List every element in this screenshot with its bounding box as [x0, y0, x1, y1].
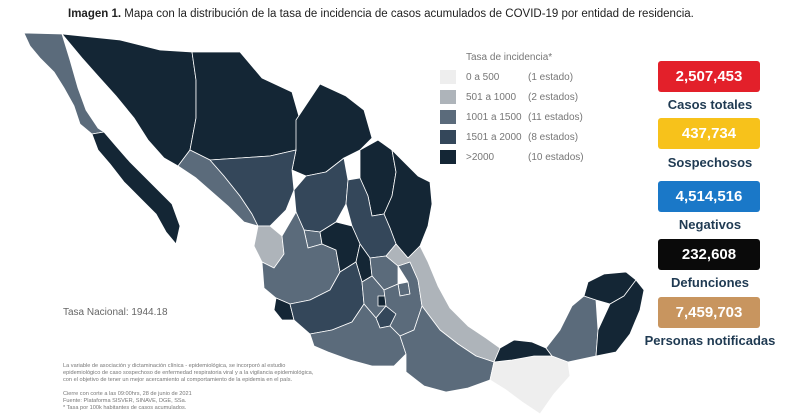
legend-count: (8 estados) — [528, 131, 579, 143]
legend-count: (1 estado) — [528, 71, 574, 83]
figure-title-label: Imagen 1. — [68, 8, 122, 20]
footnote-line: Cierre con corte a las 09:00hrs, 28 de j… — [63, 390, 192, 397]
stat-deaths-value: 232,608 — [658, 239, 760, 270]
footnote-line: La variable de asociación y dictaminació… — [63, 363, 286, 369]
footnote-line: Fuente: Plataforma SISVER, SINAVE, DGE, … — [63, 397, 187, 404]
state-baja-california-sur[interactable] — [91, 131, 181, 245]
footnotes: La variable de asociación y dictaminació… — [63, 363, 403, 412]
legend: Tasa de incidencia* 0 a 500 (1 estado) 50… — [440, 52, 584, 167]
state-durango[interactable] — [209, 149, 297, 227]
stat-deaths-label: Defunciones — [670, 275, 749, 290]
legend-swatch — [440, 70, 456, 84]
legend-range: 1001 a 1500 — [466, 111, 522, 123]
state-colima[interactable] — [273, 297, 295, 321]
legend-item: 1501 a 2000 (8 estados) — [440, 127, 584, 147]
stat-notified-value: 7,459,703 — [658, 297, 760, 328]
legend-title: Tasa de incidencia* — [466, 52, 553, 63]
legend-range: 501 a 1000 — [466, 91, 517, 103]
legend-item: >2000 (10 estados) — [440, 147, 584, 167]
footnote-line: epidemiológico de caso sospechoso de enf… — [63, 370, 314, 377]
figure-title: Imagen 1. Mapa con la distribución de la… — [68, 8, 694, 20]
legend-range: 1501 a 2000 — [466, 131, 522, 143]
legend-item: 501 a 1000 (2 estados) — [440, 87, 584, 107]
national-rate: Tasa Nacional: 1944.18 — [63, 307, 168, 318]
legend-range: >2000 — [466, 151, 495, 163]
stat-notified-label: Personas notificadas — [644, 333, 776, 348]
footnote-line: * Tasa por 100k habitantes de casos acum… — [63, 405, 187, 412]
legend-swatch — [440, 130, 456, 144]
legend-range: 0 a 500 — [466, 71, 500, 83]
stat-suspected-value: 437,734 — [658, 118, 760, 149]
figure-title-text: Mapa con la distribución de la tasa de i… — [121, 8, 694, 20]
state-campeche[interactable] — [545, 295, 599, 363]
legend-count: (2 estados) — [528, 91, 579, 103]
stat-negatives-value: 4,514,516 — [658, 181, 760, 212]
stat-suspected-label: Sospechosos — [667, 155, 753, 170]
stat-negatives-label: Negativos — [678, 217, 742, 232]
footnote-line: con el objetivo de tener un mejor acerca… — [63, 377, 293, 384]
stat-total-cases-value: 2,507,453 — [658, 61, 760, 92]
legend-count: (11 estados) — [528, 111, 583, 123]
state-quintana-roo[interactable] — [595, 279, 645, 357]
legend-swatch — [440, 150, 456, 164]
legend-item: 0 a 500 (1 estado) — [440, 67, 584, 87]
state-chihuahua[interactable] — [189, 51, 301, 161]
state-chiapas[interactable] — [489, 355, 571, 415]
legend-swatch — [440, 110, 456, 124]
stat-total-cases-label: Casos totales — [667, 97, 753, 112]
legend-count: (10 estados) — [528, 151, 584, 163]
legend-swatch — [440, 90, 456, 104]
legend-item: 1001 a 1500 (11 estados) — [440, 107, 584, 127]
